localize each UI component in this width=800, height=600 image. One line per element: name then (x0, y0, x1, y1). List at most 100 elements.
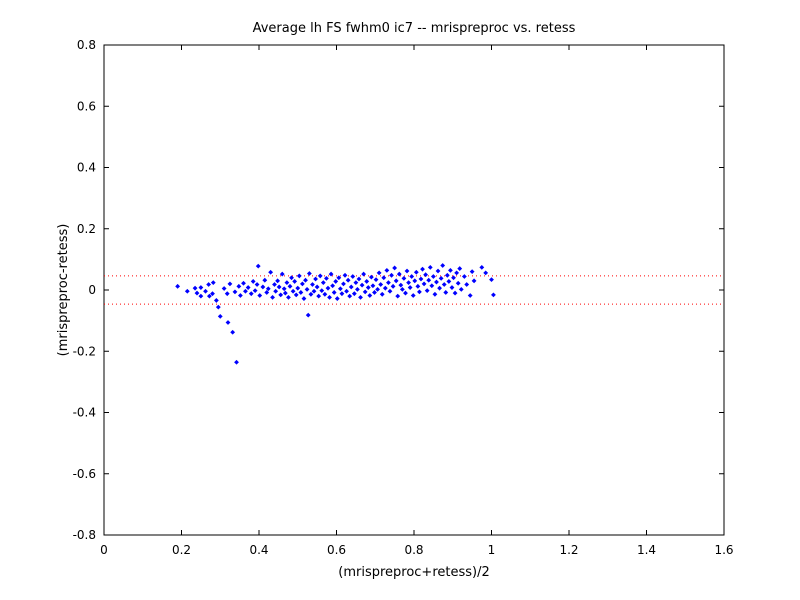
data-point (289, 275, 294, 281)
y-tick-label: -0.4 (73, 406, 96, 420)
data-point (378, 282, 384, 287)
data-point (314, 284, 320, 290)
data-point (458, 286, 464, 292)
data-point (203, 288, 208, 294)
data-point (295, 285, 301, 291)
x-tick-label: 1 (488, 543, 496, 557)
data-point (449, 285, 455, 290)
x-tick-label: 0.4 (249, 543, 268, 557)
data-point (272, 282, 277, 287)
data-point (255, 263, 261, 269)
y-tick-labels: 0.8 0.6 0.4 0.2 0 -0.2 -0.4 -0.6 -0.8 (73, 38, 96, 542)
data-point (198, 293, 204, 299)
data-point (417, 289, 422, 295)
data-point (293, 292, 299, 298)
data-point (395, 293, 401, 299)
y-axis-label: (mrispreproc-retess) (56, 224, 71, 357)
data-point (403, 290, 408, 296)
y-tick-label: 0.6 (77, 99, 96, 113)
data-point (319, 288, 325, 294)
data-point (418, 276, 424, 282)
data-point (451, 275, 456, 281)
y-tick-label: -0.8 (73, 528, 96, 542)
axis-ticks (103, 44, 725, 536)
data-point (310, 282, 315, 287)
data-point (361, 271, 367, 277)
y-tick-label: 0 (88, 283, 96, 297)
x-tick-label: 0.6 (327, 543, 346, 557)
data-point (443, 290, 449, 295)
data-point (454, 270, 460, 276)
data-point (440, 263, 446, 268)
data-point (435, 268, 441, 274)
y-tick-label: 0.4 (77, 161, 96, 175)
data-point (437, 285, 442, 291)
data-point (448, 268, 453, 273)
data-point (461, 274, 467, 279)
x-tick-label: 0.2 (172, 543, 191, 557)
data-point (479, 264, 485, 270)
data-point (227, 281, 233, 287)
data-point (483, 270, 489, 276)
data-point (265, 286, 271, 292)
data-point (389, 272, 394, 278)
data-point (426, 277, 432, 283)
data-point (407, 285, 413, 290)
y-tick-label: 0.8 (77, 38, 96, 52)
data-point (322, 291, 328, 297)
data-point (364, 279, 370, 284)
data-point (356, 276, 362, 282)
data-points (175, 263, 496, 365)
data-point (348, 284, 354, 290)
data-point (224, 291, 230, 297)
data-point (359, 282, 365, 288)
data-point (379, 291, 385, 297)
data-point (424, 288, 430, 294)
data-point (337, 286, 343, 292)
data-point (273, 288, 279, 294)
data-point (358, 294, 363, 300)
data-point (213, 298, 219, 303)
data-point (215, 304, 221, 310)
data-point (301, 296, 307, 301)
data-point (353, 280, 359, 286)
data-point (469, 269, 475, 275)
data-point (292, 279, 298, 284)
data-point (438, 275, 444, 281)
x-tick-label: 0.8 (404, 543, 423, 557)
data-point (415, 283, 421, 289)
data-point (252, 288, 258, 294)
data-point (210, 291, 215, 297)
data-point (342, 272, 348, 278)
data-point (210, 280, 216, 286)
data-point (375, 286, 380, 292)
y-tick-label: 0.2 (77, 222, 96, 236)
data-point (206, 282, 212, 287)
data-point (365, 285, 371, 290)
data-point (282, 290, 288, 296)
data-point (464, 282, 470, 287)
data-point (430, 274, 436, 279)
data-point (446, 279, 452, 284)
x-axis-label: (mrispreproc+retess)/2 (338, 565, 490, 580)
data-point (452, 290, 458, 296)
data-point (413, 269, 419, 275)
data-point (420, 266, 425, 272)
data-point (387, 288, 393, 294)
x-tick-label: 1.6 (714, 543, 733, 557)
data-point (207, 293, 212, 299)
data-point (276, 284, 282, 290)
data-point (198, 285, 204, 290)
data-point (392, 265, 398, 271)
data-point (336, 275, 342, 281)
data-point (399, 286, 405, 292)
data-point (432, 291, 438, 297)
data-point (401, 275, 407, 281)
plot-area (103, 44, 725, 536)
data-point (296, 273, 302, 279)
data-point (260, 284, 266, 290)
data-point (381, 275, 387, 281)
data-point (308, 291, 314, 297)
chart-title: Average lh FS fwhm0 ic7 -- mrispreproc v… (253, 21, 576, 36)
